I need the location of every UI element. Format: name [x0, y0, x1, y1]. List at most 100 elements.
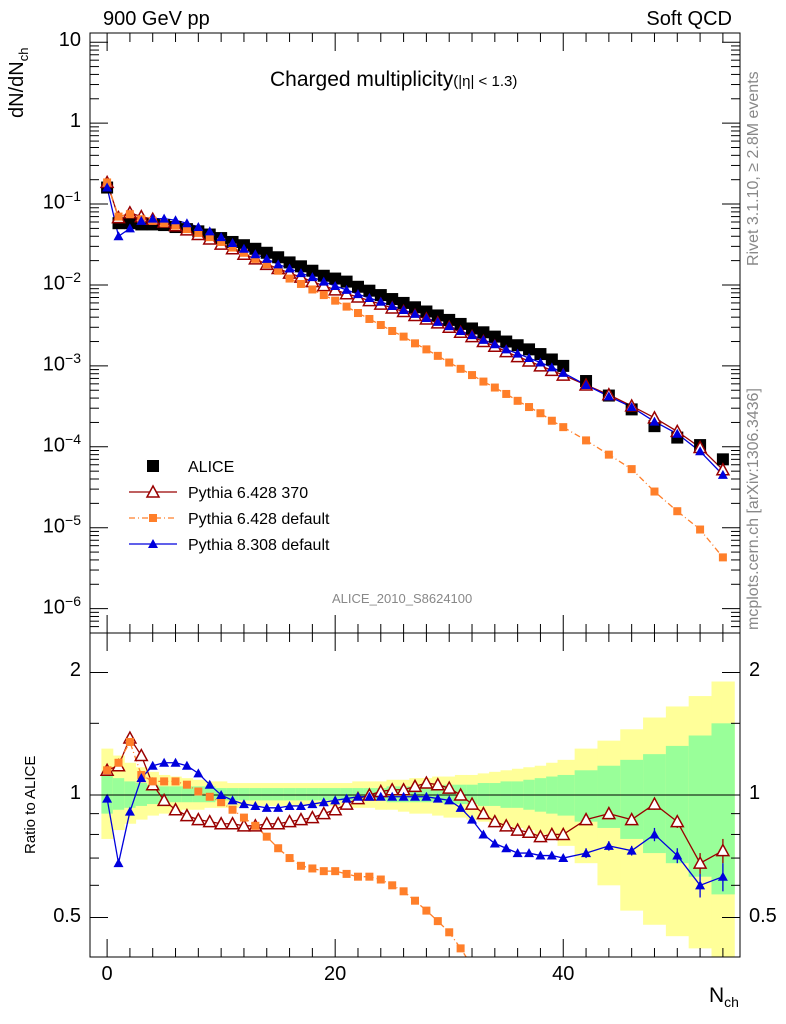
data-point: [718, 553, 727, 562]
data-point: [468, 371, 477, 380]
ratio-point: [213, 816, 229, 830]
data-point: [159, 213, 170, 223]
data-point: [512, 348, 523, 358]
data-point: [557, 359, 570, 372]
tick-label-text: 10: [42, 353, 66, 376]
data-point: [249, 242, 262, 255]
plot-title-cut: (|η| < 1.3): [453, 73, 518, 90]
y-tick-label: 10−3: [43, 350, 81, 377]
ratio-point: [647, 796, 662, 810]
data-point: [673, 507, 682, 516]
data-point: [695, 446, 706, 456]
data-point: [410, 308, 420, 318]
data-point: [536, 409, 545, 418]
ratio-point: [411, 896, 419, 905]
inner-band-bin: [135, 783, 148, 806]
ratio-point: [578, 812, 594, 826]
data-point: [454, 317, 467, 330]
data-point: [147, 213, 158, 223]
ratio-point: [521, 824, 537, 839]
ratio-point: [601, 806, 617, 820]
x-axis-label-sub: ch: [724, 994, 739, 1011]
main-series-markers: [99, 174, 731, 562]
data-point: [193, 222, 204, 232]
inner-band-bin: [711, 723, 735, 895]
ratio-point: [168, 802, 183, 816]
ratio-point: [341, 793, 352, 803]
ratio-point: [558, 853, 569, 863]
y-tick-label: 10−6: [43, 593, 81, 620]
data-point: [295, 268, 306, 278]
data-point: [399, 332, 408, 341]
data-point: [547, 416, 556, 425]
ratio-point: [445, 928, 454, 937]
data-point: [317, 269, 330, 282]
inner-band-bin: [466, 784, 479, 805]
ratio-point: [282, 814, 297, 828]
inner-band-bin: [665, 745, 690, 864]
y-tick-label: 10: [59, 29, 81, 52]
data-point: [444, 321, 455, 331]
data-point: [456, 364, 465, 373]
data-point: [227, 238, 238, 248]
data-point: [375, 296, 386, 306]
data-point: [262, 260, 271, 269]
ratio-point: [113, 858, 124, 868]
ratio-point: [236, 818, 252, 832]
legend-marker: [147, 460, 159, 472]
data-point: [558, 367, 569, 377]
ratio-point: [624, 812, 639, 826]
ratio-point: [295, 800, 306, 810]
ratio-point: [603, 840, 614, 850]
ratio-point: [319, 867, 328, 876]
inner-band-bin: [597, 765, 621, 828]
data-point: [329, 272, 342, 285]
data-point: [216, 232, 227, 242]
ratio-point: [422, 906, 431, 915]
inner-band-bin: [329, 788, 342, 801]
data-point: [627, 465, 636, 474]
ratio-point: [250, 800, 261, 810]
data-point: [340, 275, 353, 288]
data-point: [535, 357, 546, 367]
main-y-axis-label-text: dN/dN: [6, 61, 28, 118]
ratio-point: [715, 843, 731, 857]
main-y-axis-label: dN/dNch: [6, 48, 31, 118]
ratio-point: [156, 792, 172, 807]
ratio-point: [124, 806, 135, 816]
ratio-point: [316, 806, 332, 820]
data-point: [352, 289, 363, 299]
data-point: [272, 251, 285, 264]
ratio-point: [194, 787, 203, 796]
data-point: [534, 348, 547, 361]
ratio-point: [419, 775, 434, 789]
ratio-point: [433, 917, 442, 926]
data-point: [250, 249, 261, 259]
data-point: [490, 383, 499, 392]
tick-label-exponent: −2: [65, 268, 81, 285]
ratio-point: [225, 816, 240, 830]
y-tick-label: 10−5: [43, 512, 81, 539]
data-point: [672, 428, 683, 438]
ratio-point: [284, 800, 295, 810]
data-point: [374, 289, 387, 302]
data-point: [432, 316, 443, 326]
data-point: [136, 215, 147, 225]
data-point: [696, 525, 705, 534]
inner-band-bin: [477, 783, 490, 806]
inner-band-bin: [249, 788, 262, 801]
data-point: [523, 343, 536, 356]
tick-label-text: 40: [552, 963, 575, 985]
inner-band-bin: [574, 770, 598, 822]
ratio-point: [239, 813, 248, 822]
ratio-point: [308, 864, 317, 873]
data-point: [307, 272, 318, 282]
inner-band-bin: [443, 784, 456, 805]
ratio-point: [181, 760, 192, 770]
ratio-point: [318, 797, 329, 807]
inner-band-bin: [181, 786, 194, 803]
inner-band-bin: [620, 759, 644, 839]
ratio-point: [251, 821, 260, 830]
legend-marker: [149, 514, 157, 522]
data-point: [500, 335, 513, 348]
